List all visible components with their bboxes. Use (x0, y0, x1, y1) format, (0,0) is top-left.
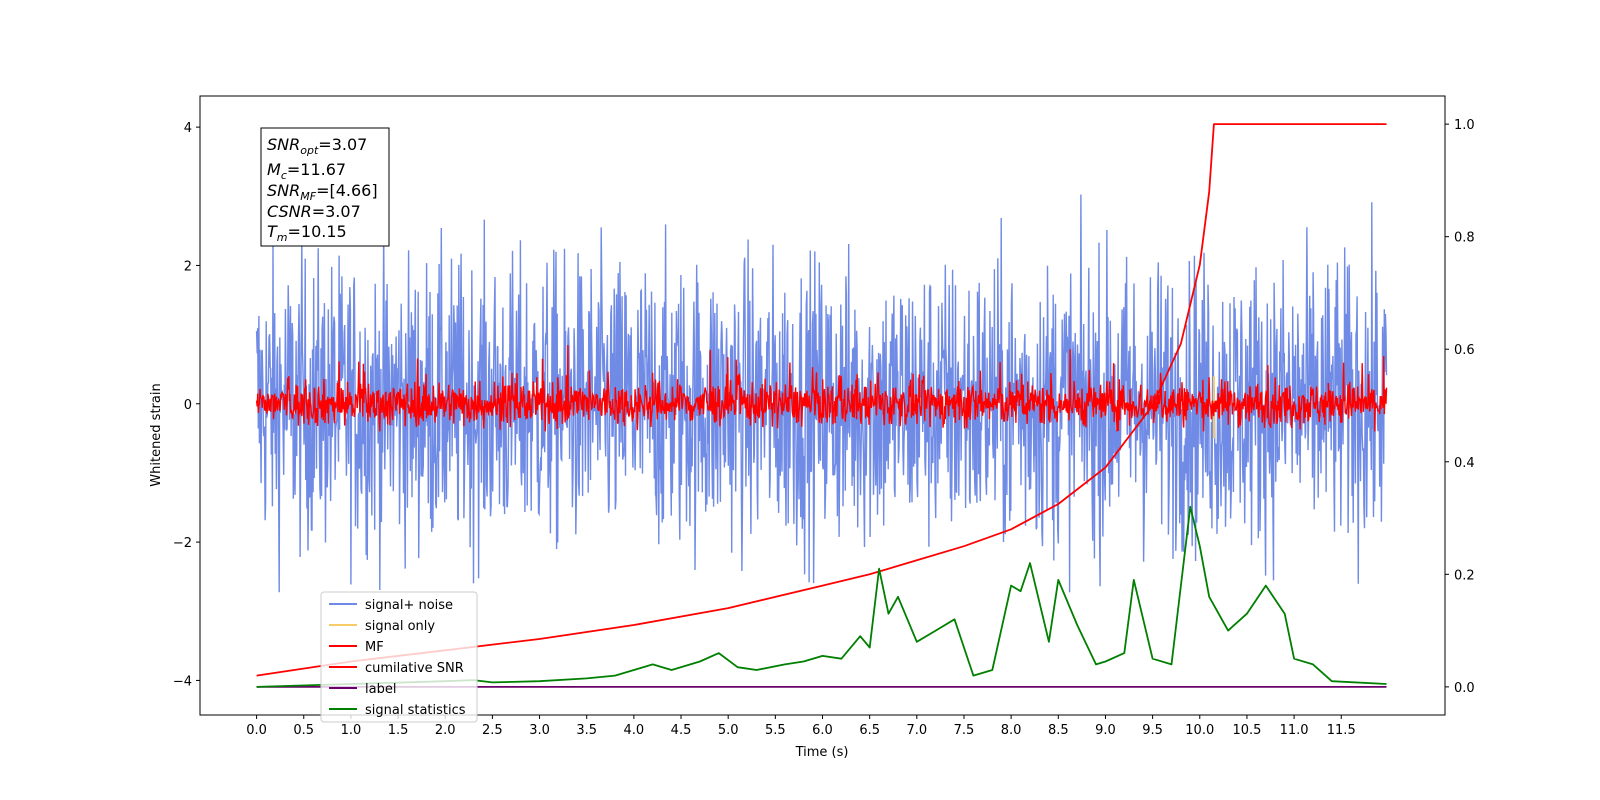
y-tick-label: −2 (173, 536, 192, 551)
x-tick-label: 5.0 (718, 723, 739, 738)
series-mf-line (255, 344, 1388, 432)
x-tick-label: 0.0 (246, 723, 267, 738)
x-tick-label: 6.5 (859, 723, 880, 738)
y2-tick-label: 1.0 (1454, 118, 1475, 133)
x-tick-label: 2.0 (435, 723, 456, 738)
x-tick-label: 11.5 (1327, 723, 1356, 738)
info-mc: Mc=11.67 (267, 160, 346, 182)
legend-frame (320, 591, 478, 723)
x-tick-label: 6.0 (812, 723, 833, 738)
y2-tick-label: 0.8 (1454, 231, 1475, 246)
legend-label-label: label (365, 682, 396, 697)
y-tick-label: 0 (184, 398, 192, 413)
x-tick-label: 0.5 (293, 723, 314, 738)
legend-label-signal-statistics: signal statistics (365, 703, 466, 718)
info-box: SNRopt=3.07 Mc=11.67 SNRMF=[4.66] CSNR=3… (260, 127, 390, 247)
axes-layer: 0.0 0.5 1.0 1.5 2.0 2.5 3.0 3.5 4.0 4.5 5.0 5.5 6.0 6… (173, 118, 1475, 738)
x-tick-label: 1.5 (388, 723, 409, 738)
x-tick-label: 10.5 (1232, 723, 1261, 738)
x-tick-label: 9.5 (1142, 723, 1163, 738)
info-csnr: CSNR=3.07 (267, 202, 361, 221)
legend-label-signal-noise: signal+ noise (365, 598, 453, 613)
info-box-frame (260, 127, 390, 247)
x-tick-label: 7.5 (954, 723, 975, 738)
y2-tick-label: 0.2 (1454, 568, 1475, 583)
legend-label-signal-only: signal only (365, 619, 435, 634)
series-cumulative-snr-line (256, 123, 1387, 677)
info-snr-opt: SNRopt=3.07 (267, 135, 367, 157)
x-tick-label: 4.5 (671, 723, 692, 738)
info-snr-mf: SNRMF=[4.66] (267, 181, 378, 203)
x-tick-label: 5.5 (765, 723, 786, 738)
x-axis-label: Time (s) (795, 745, 849, 760)
x-tick-label: 3.5 (576, 723, 597, 738)
x-tick-label: 2.5 (482, 723, 503, 738)
x-tick-label: 7.0 (906, 723, 927, 738)
y-axis-label: Whitened strain (149, 383, 164, 486)
y-tick-label: 2 (184, 259, 192, 274)
series-layer (255, 123, 1388, 688)
x-tick-label: 10.0 (1185, 723, 1214, 738)
x-tick-label: 1.0 (341, 723, 362, 738)
x-tick-label: 9.0 (1095, 723, 1116, 738)
legend: signal+ noise signal only MF cumilative … (320, 591, 478, 723)
y-tick-label: −4 (173, 674, 192, 689)
legend-label-cumulative-snr: cumilative SNR (365, 661, 464, 676)
legend-label-mf: MF (365, 640, 384, 655)
x-tick-label: 8.5 (1048, 723, 1069, 738)
y2-tick-label: 0.4 (1454, 456, 1475, 471)
series-signal-statistics-line (256, 505, 1387, 688)
info-tm: Tm=10.15 (267, 222, 347, 244)
x-tick-label: 4.0 (624, 723, 645, 738)
y2-tick-label: 0.6 (1454, 343, 1475, 358)
series-signal-noise-line (255, 194, 1388, 593)
x-tick-label: 8.0 (1001, 723, 1022, 738)
y-tick-label: 4 (184, 121, 192, 136)
x-tick-label: 3.0 (529, 723, 550, 738)
y2-tick-label: 0.0 (1454, 681, 1475, 696)
x-tick-label: 11.0 (1280, 723, 1309, 738)
